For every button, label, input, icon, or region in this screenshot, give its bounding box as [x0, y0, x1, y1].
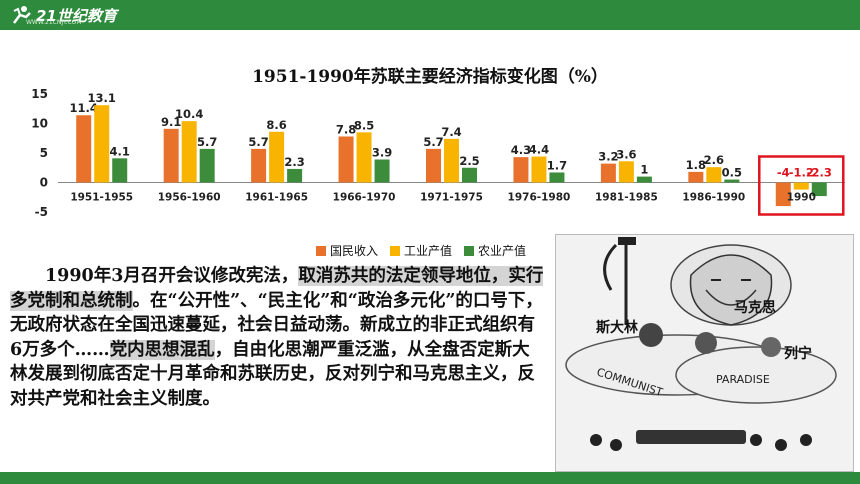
data-label: 5.7: [248, 135, 268, 149]
data-label: 2.5: [459, 154, 479, 168]
bar: [618, 161, 634, 183]
bar: [444, 138, 459, 183]
y-tick-label: 5: [40, 146, 48, 160]
bar: [181, 121, 197, 183]
label-marx: 马克思: [734, 300, 776, 316]
data-label: 4.3: [511, 143, 531, 157]
bar: [600, 163, 616, 183]
x-tick-label: 1951-1955: [70, 192, 133, 204]
x-tick-label: 1966-1970: [333, 192, 396, 204]
data-label: 8.5: [354, 118, 374, 132]
bar: [163, 128, 179, 183]
x-tick-label: 1986-1990: [682, 192, 745, 204]
data-label: 11.4: [70, 101, 98, 115]
data-label: 4.4: [529, 143, 549, 157]
bottom-banner: [0, 472, 860, 484]
x-tick-label: 1990: [787, 192, 816, 204]
bar: [724, 179, 740, 183]
bar: [426, 148, 441, 183]
bar: [531, 156, 547, 183]
runner-icon: [13, 6, 31, 24]
data-label: 5.7: [197, 135, 217, 149]
legend-swatch: [464, 245, 475, 256]
bar: [76, 115, 92, 183]
bar: [793, 182, 809, 190]
x-tick-label: 1981-1985: [595, 192, 658, 204]
bar: [356, 132, 372, 183]
legend-label: 工业产值: [404, 244, 453, 258]
data-label: 4.1: [110, 144, 130, 158]
cloud-text: PARADISE: [716, 373, 770, 386]
bar: [513, 157, 529, 183]
bar: [287, 168, 303, 183]
bar: [706, 167, 722, 183]
body-paragraph: 1990年3月召开会议修改宪法，取消苏共的法定领导地位，实行多党制和总统制。在“…: [10, 264, 545, 411]
bar: [636, 176, 652, 183]
y-tick-label: 0: [40, 176, 48, 190]
data-label: 3.6: [616, 147, 636, 161]
legend-item-national-income: 国民收入: [316, 242, 378, 259]
text-segment: 。在“公开性”、“民主化”和“政治多元化”的口号下，无政府状态在全国迅速蔓延，社…: [10, 290, 543, 360]
data-label: 5.7: [423, 135, 443, 149]
bar: [811, 182, 827, 197]
bar: [374, 159, 390, 183]
label-lenin: 列宁: [784, 346, 812, 362]
x-tick-label: 1956-1960: [158, 192, 221, 204]
bar: [251, 148, 267, 183]
bar: [338, 136, 354, 183]
data-label: 1.7: [547, 158, 567, 172]
political-cartoon: COMMUNIST PARADISE 马克思 斯大林 列宁: [555, 234, 854, 472]
highlight-box: [758, 155, 845, 216]
bar: [549, 172, 565, 183]
bar: [112, 158, 128, 183]
x-tick-label: 1971-1975: [420, 192, 483, 204]
data-label: 7.4: [441, 125, 461, 139]
x-tick-label: 1961-1965: [245, 192, 308, 204]
bar: [688, 171, 704, 183]
data-label: 1.8: [686, 158, 706, 172]
data-label: -1.2: [789, 166, 814, 180]
legend-swatch: [390, 245, 401, 256]
data-label: 7.8: [336, 122, 356, 136]
data-label: 1: [640, 163, 648, 177]
y-tick-label: 15: [31, 87, 48, 101]
logo-text: 21世纪教育: [36, 6, 117, 25]
data-label: 0.5: [722, 166, 742, 180]
bar: [775, 182, 791, 207]
text-segment: 1990年3月召开会议修改宪法，: [45, 266, 299, 286]
bar: [199, 148, 215, 183]
bar-chart: 15 10 5 0 -5 11.413.1 4.1 1951-1955 9.110.4 5.7 19…: [31, 87, 845, 219]
legend-swatch: [316, 245, 326, 256]
data-label: 3.2: [598, 150, 618, 164]
top-banner: 21世纪教育 WWW.21CNJY.COM: [0, 0, 860, 30]
data-label: 9.1: [161, 115, 181, 129]
data-label: -4: [777, 166, 790, 180]
data-label: 13.1: [88, 91, 116, 105]
data-label: 2.3: [284, 155, 304, 169]
chart-title: 1951-1990年苏联主要经济指标变化图（%）: [252, 67, 608, 87]
bar: [94, 105, 110, 183]
data-label: 2.6: [704, 153, 724, 167]
data-label: 10.4: [175, 107, 203, 121]
label-stalin: 斯大林: [596, 320, 638, 336]
logo-url: WWW.21CNJY.COM: [26, 19, 82, 26]
legend-item-agriculture: 农业产值: [464, 242, 526, 259]
data-label: -2.3: [807, 166, 832, 180]
data-label: 3.9: [372, 145, 392, 159]
brand-logo: 21世纪教育: [10, 4, 117, 26]
chart-legend: 国民收入 工业产值 农业产值: [316, 242, 526, 259]
bar: [269, 131, 285, 183]
legend-label: 农业产值: [478, 244, 527, 258]
legend-label: 国民收入: [330, 244, 379, 258]
text-segment: ，自由化思潮严重泛滥，从全盘否定斯大林发展到彻底否定十月革命和苏联历史，反对列宁…: [10, 339, 535, 409]
y-tick-label: -5: [35, 205, 48, 219]
highlighted-text: 党内思想混乱: [109, 339, 215, 360]
bar: [462, 167, 477, 183]
cartoon-drawing: COMMUNIST PARADISE: [565, 237, 837, 451]
legend-item-industry: 工业产值: [390, 242, 452, 259]
y-tick-label: 10: [31, 117, 48, 131]
x-tick-label: 1976-1980: [508, 192, 571, 204]
data-label: 8.6: [266, 118, 286, 132]
